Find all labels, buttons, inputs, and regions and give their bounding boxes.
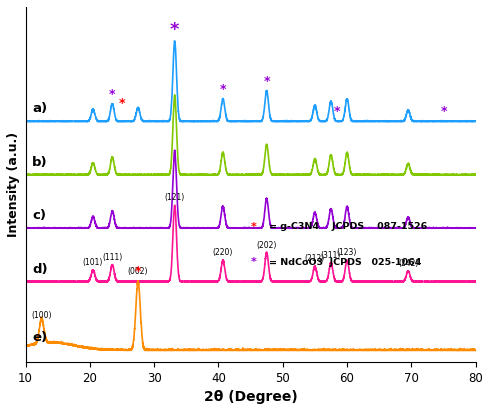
Text: e): e) bbox=[32, 331, 47, 344]
Text: a): a) bbox=[32, 102, 47, 115]
Text: *: * bbox=[250, 257, 256, 268]
Text: (123): (123) bbox=[337, 248, 357, 257]
Text: *: * bbox=[119, 97, 125, 110]
Text: = g-C3N4    JCPDS    087-1526: = g-C3N4 JCPDS 087-1526 bbox=[269, 222, 427, 231]
Text: *: * bbox=[264, 75, 270, 88]
X-axis label: 2θ (Degree): 2θ (Degree) bbox=[204, 390, 297, 404]
Text: (121): (121) bbox=[165, 193, 185, 202]
Text: (242): (242) bbox=[398, 259, 418, 268]
Text: *: * bbox=[250, 222, 256, 232]
Text: b): b) bbox=[32, 156, 48, 169]
Text: = NdCoO3  JCPDS   025-1064: = NdCoO3 JCPDS 025-1064 bbox=[269, 258, 421, 267]
Y-axis label: Intensity (a.u.): Intensity (a.u.) bbox=[7, 132, 20, 237]
Text: *: * bbox=[220, 83, 226, 96]
Text: (101): (101) bbox=[83, 258, 103, 267]
Text: *: * bbox=[441, 105, 447, 118]
Text: (002): (002) bbox=[128, 267, 148, 275]
Text: *: * bbox=[135, 265, 141, 278]
Text: *: * bbox=[170, 21, 179, 39]
Text: *: * bbox=[334, 105, 341, 118]
Text: d): d) bbox=[32, 263, 48, 275]
Text: (202): (202) bbox=[256, 240, 277, 249]
Text: (111): (111) bbox=[102, 253, 122, 262]
Text: (220): (220) bbox=[213, 248, 233, 257]
Text: c): c) bbox=[32, 209, 46, 222]
Text: *: * bbox=[109, 88, 116, 101]
Text: (100): (100) bbox=[31, 311, 52, 320]
Text: (212): (212) bbox=[305, 254, 325, 263]
Text: (311): (311) bbox=[321, 251, 341, 259]
